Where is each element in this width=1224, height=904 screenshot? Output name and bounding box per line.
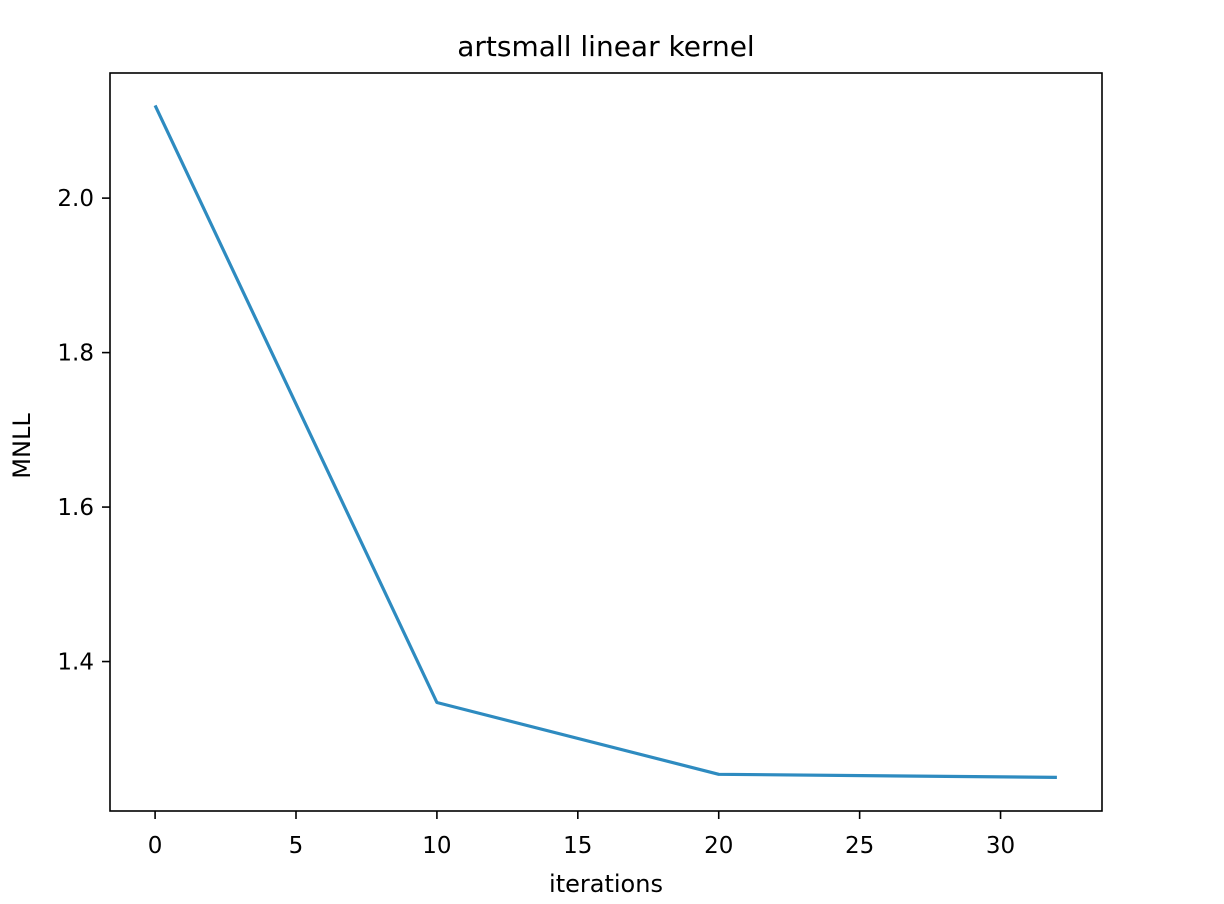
x-tick-label: 20 [704,833,733,859]
series-line [153,104,1057,779]
y-tick-label: 2.0 [57,186,94,212]
y-axis-label: MNLL [8,413,36,479]
x-tick-label: 0 [148,833,163,859]
x-axis-label: iterations [549,870,663,898]
y-tick-label: 1.4 [57,650,94,676]
y-tick-label: 1.6 [57,495,94,521]
plot-area [153,104,1057,779]
y-axis: 1.4 1.6 1.8 2.0 [57,186,110,676]
x-tick-label: 5 [289,833,304,859]
x-tick-label: 10 [422,833,451,859]
x-tick-label: 25 [845,833,874,859]
y-tick-label: 1.8 [57,341,94,367]
x-tick-label: 15 [563,833,592,859]
x-tick-label: 30 [986,833,1015,859]
axes-frame [109,72,1103,812]
x-axis: 0 5 10 15 20 25 30 [148,811,1015,859]
chart-title: artsmall linear kernel [457,30,754,63]
